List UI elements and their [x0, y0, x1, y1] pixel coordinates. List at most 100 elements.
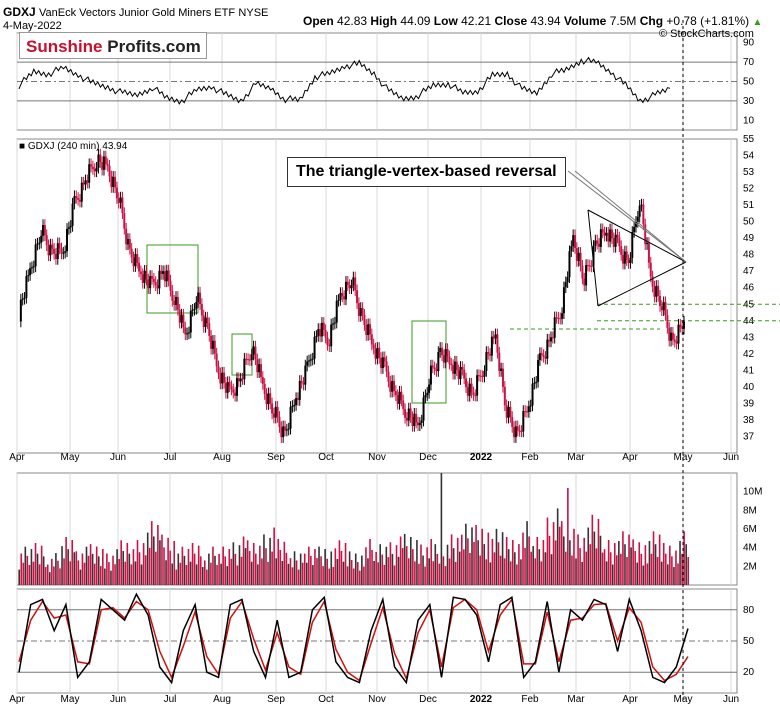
candle-body: [167, 270, 170, 281]
candle-body: [435, 369, 438, 372]
volume-bar: [283, 541, 286, 585]
month-tick-label: Mar: [567, 694, 585, 705]
low-value: 42.21: [461, 14, 492, 28]
candle-body: [496, 334, 499, 353]
volume-bar: [428, 558, 430, 585]
candle-body: [261, 377, 264, 384]
candle-body: [91, 166, 94, 169]
candle-body: [130, 248, 133, 258]
candle-body: [276, 406, 279, 417]
candle-body: [239, 378, 242, 382]
volume-bar: [654, 544, 657, 585]
volume-bar: [144, 555, 147, 585]
candle-body: [180, 314, 183, 323]
volume-bar: [458, 551, 461, 585]
candle-body: [387, 371, 390, 382]
volume-bar: [112, 555, 114, 585]
volume-bar: [67, 549, 69, 585]
candle-body: [404, 409, 407, 418]
candle-body: [579, 252, 582, 266]
stoch-k-line: [18, 592, 689, 685]
candle-body: [104, 156, 107, 165]
candle-body: [537, 360, 540, 382]
volume-bar: [471, 527, 473, 585]
volume-bar: [367, 558, 369, 585]
candle-body: [513, 427, 516, 438]
candle-body: [60, 248, 63, 254]
candle-body: [679, 324, 682, 327]
volume-bar: [250, 561, 253, 585]
candle-body: [138, 262, 141, 272]
volume-bar: [234, 553, 237, 585]
candle-body: [463, 369, 466, 379]
chg-value: +0.78 (+1.81%): [666, 14, 750, 28]
volume-bar: [261, 558, 263, 585]
candle-body: [431, 365, 434, 368]
volume-tick-label: 10M: [743, 487, 762, 498]
month-tick-label: Mar: [567, 452, 585, 463]
candle-body: [106, 164, 109, 166]
candle-body: [634, 221, 637, 227]
volume-bar: [159, 540, 161, 585]
volume-bar: [438, 563, 441, 585]
volume-bar: [532, 546, 534, 585]
candle-body: [359, 307, 362, 316]
volume-bar: [224, 556, 227, 585]
volume-bar: [616, 555, 618, 585]
volume-bar: [171, 563, 173, 585]
volume-bar: [410, 536, 412, 585]
candle-body: [296, 398, 299, 400]
volume-bar: [679, 540, 681, 585]
volume-bar: [328, 568, 331, 585]
volume-bar: [524, 547, 526, 585]
volume-bar: [436, 553, 439, 585]
volume-bar: [36, 553, 39, 585]
candle-body: [644, 224, 647, 245]
volume-bar: [628, 534, 630, 585]
candle-body: [282, 426, 285, 438]
volume-bar: [293, 551, 296, 585]
callout-pointer: [567, 170, 687, 263]
candle-body: [237, 378, 240, 382]
month-tick-label: Jun: [723, 452, 739, 463]
candle-body: [97, 154, 100, 168]
volume-bar: [320, 556, 322, 585]
volume-bar: [491, 538, 494, 585]
volume-bar: [75, 551, 78, 585]
volume-bar: [669, 545, 671, 585]
volume-bar: [214, 555, 216, 585]
candle-body: [73, 196, 76, 204]
candle-body: [389, 381, 392, 392]
volume-bar: [432, 561, 435, 585]
candle-body: [683, 321, 685, 329]
volume-bar: [520, 559, 522, 585]
candle-body: [182, 314, 185, 328]
candle-body: [58, 243, 61, 249]
candle-body: [247, 359, 250, 361]
candle-body: [134, 254, 137, 267]
volume-bar: [61, 546, 63, 585]
volume-bar: [485, 559, 488, 585]
volume-bar: [393, 565, 396, 585]
volume-bar: [273, 527, 275, 585]
volume-bar: [148, 547, 151, 585]
candle-body: [446, 349, 449, 357]
candle-body: [284, 426, 286, 431]
volume-bar: [285, 552, 288, 585]
volume-bar: [128, 553, 131, 585]
volume-bar: [467, 538, 469, 585]
candle-body: [662, 302, 665, 311]
candle-body: [115, 187, 118, 199]
candle-body: [178, 309, 181, 323]
candle-body: [609, 229, 612, 242]
candle-body: [527, 406, 530, 412]
volume-bar: [322, 566, 324, 585]
month-tick-label: Jun: [110, 694, 126, 705]
candle-body: [380, 357, 383, 369]
candle-body: [629, 257, 632, 263]
candle-body: [267, 393, 270, 405]
candle-body: [625, 251, 628, 261]
candle-body: [465, 378, 468, 388]
candle-body: [315, 335, 318, 337]
